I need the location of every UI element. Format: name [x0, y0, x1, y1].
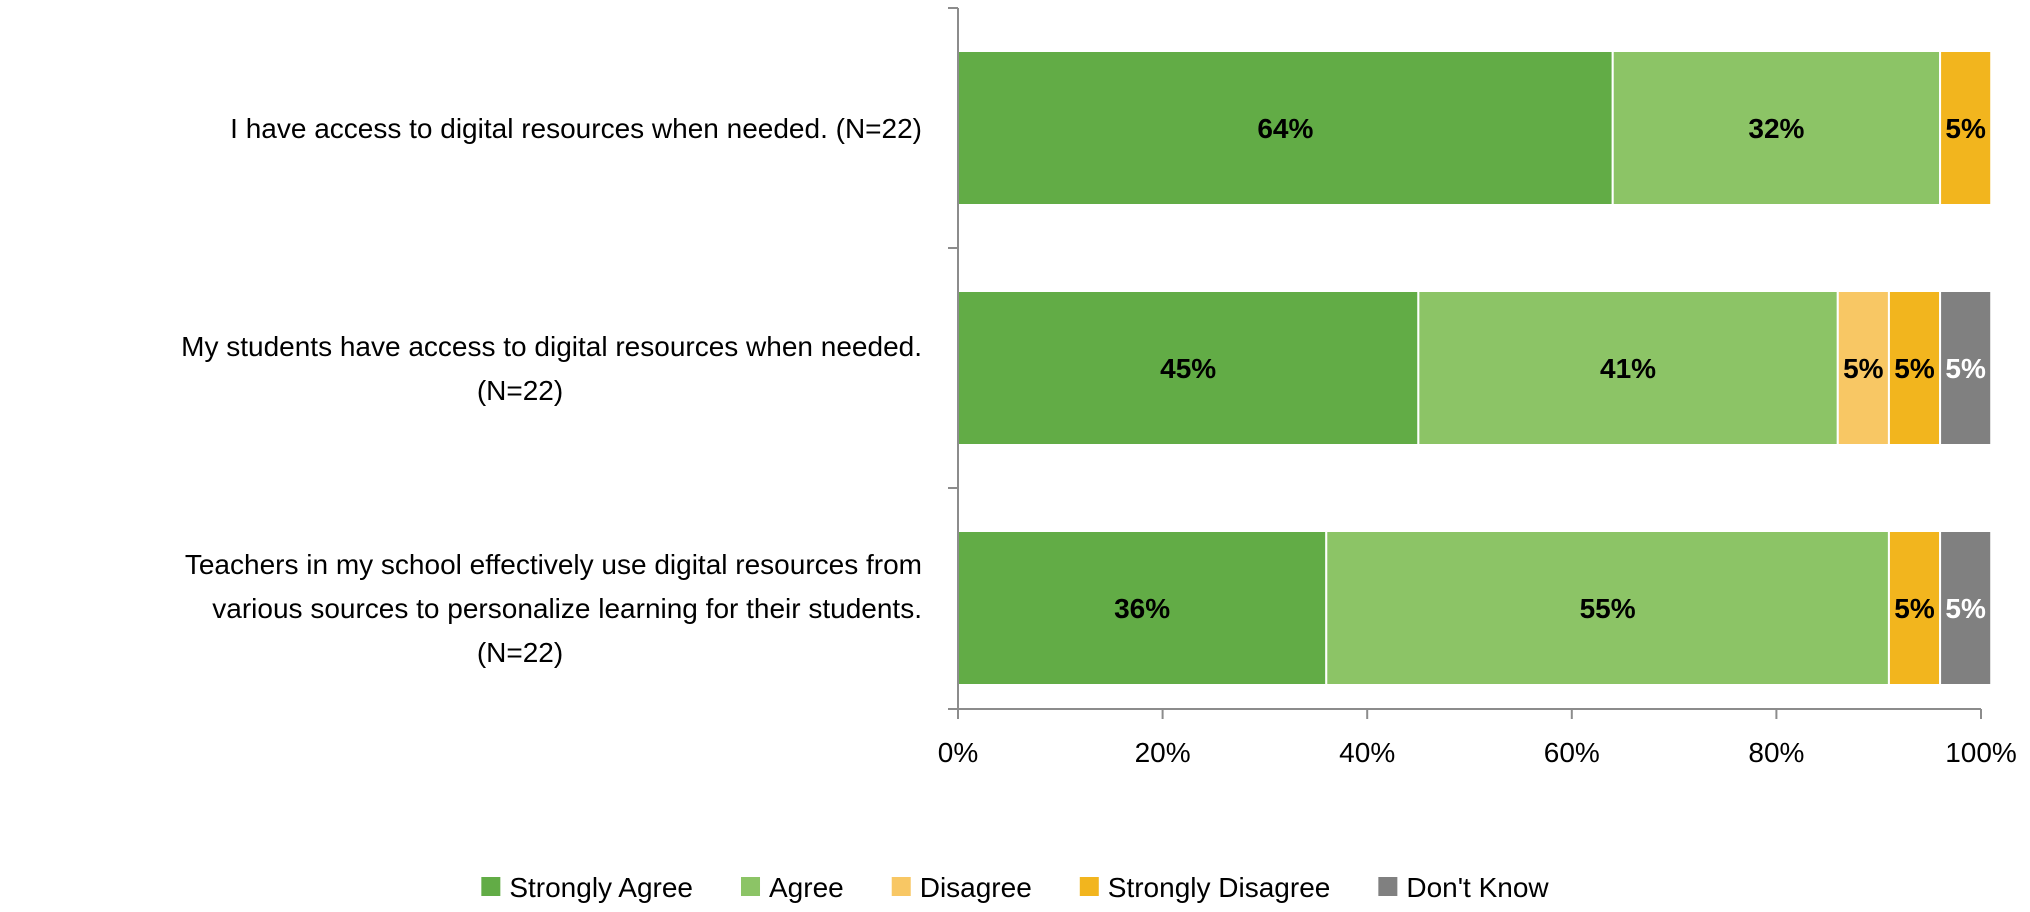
- bar-segment-0-0: [957, 50, 1614, 206]
- legend-swatch-0: [481, 877, 501, 896]
- bar-segment-4-2: [1939, 530, 1993, 686]
- data-label-0-0: 64%: [1257, 113, 1313, 144]
- legend-swatch-3: [1079, 877, 1099, 896]
- legend-swatch-1: [741, 877, 761, 896]
- bar-segment-2-1: [1836, 290, 1890, 446]
- category-label-1-line-0: My students have access to digital resou…: [181, 331, 922, 362]
- bar-segment-3-1: [1887, 290, 1942, 446]
- data-label-0-1: 45%: [1160, 353, 1216, 384]
- data-label-0-2: 36%: [1114, 593, 1170, 624]
- data-label-4-2: 5%: [1945, 593, 1986, 624]
- bar-segment-1-0: [1611, 50, 1942, 206]
- data-labels-layer: 64% 32% 5% 45% 41% 5% 5% 5% 36% 55% 5% 5%: [1114, 113, 1986, 624]
- data-label-1-2: 55%: [1580, 593, 1636, 624]
- data-label-3-0: 5%: [1945, 113, 1986, 144]
- x-tick-label-2: 40%: [1339, 737, 1395, 768]
- data-label-1-0: 32%: [1748, 113, 1804, 144]
- category-label-1-line-1: (N=22): [477, 375, 563, 406]
- legend-swatch-4: [1378, 877, 1398, 896]
- data-label-4-1: 5%: [1945, 353, 1986, 384]
- bar-segment-0-1: [957, 290, 1420, 446]
- legend-label-2: Disagree: [920, 872, 1032, 903]
- data-label-3-2: 5%: [1894, 593, 1935, 624]
- x-tick-label-1: 20%: [1135, 737, 1191, 768]
- legend-label-1: Agree: [769, 872, 844, 903]
- axes-layer: [948, 7, 1982, 719]
- category-labels-layer: I have access to digital resources when …: [181, 113, 922, 668]
- bar-segment-1-1: [1417, 290, 1839, 446]
- legend-label-0: Strongly Agree: [509, 872, 693, 903]
- legend-swatch-2: [891, 877, 911, 896]
- category-label-2-line-0: Teachers in my school effectively use di…: [185, 549, 922, 580]
- bars-layer: [957, 50, 1993, 686]
- category-label-2-line-2: (N=22): [477, 637, 563, 668]
- legend-label-3: Strongly Disagree: [1108, 872, 1331, 903]
- x-tick-label-3: 60%: [1544, 737, 1600, 768]
- bar-segment-4-1: [1939, 290, 1993, 446]
- data-label-2-1: 5%: [1843, 353, 1884, 384]
- category-label-2-line-1: various sources to personalize learning …: [212, 593, 922, 624]
- legend-label-4: Don't Know: [1406, 872, 1549, 903]
- legend: Strongly Agree Agree Disagree Strongly Disa…: [481, 872, 1549, 903]
- bar-segment-3-0: [1939, 50, 1993, 206]
- x-tick-label-0: 0%: [938, 737, 978, 768]
- x-tick-label-4: 80%: [1748, 737, 1804, 768]
- data-label-3-1: 5%: [1894, 353, 1935, 384]
- bar-segment-1-2: [1325, 530, 1890, 686]
- category-label-0-line-0: I have access to digital resources when …: [230, 113, 922, 144]
- x-tick-labels-layer: 0% 20% 40% 60% 80% 100%: [938, 737, 2017, 768]
- data-label-1-1: 41%: [1600, 353, 1656, 384]
- x-tick-label-5: 100%: [1945, 737, 2017, 768]
